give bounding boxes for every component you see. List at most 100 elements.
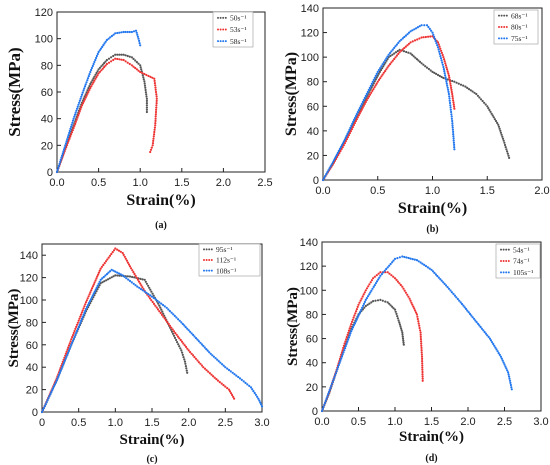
- data-point: [487, 107, 490, 110]
- data-point: [447, 88, 450, 91]
- data-point: [419, 333, 422, 336]
- x-tick-label: 0.0: [314, 416, 329, 428]
- data-point: [462, 304, 465, 307]
- legend-swatch: [498, 14, 500, 17]
- x-tick-label: 0: [39, 417, 45, 429]
- data-point: [145, 110, 148, 114]
- data-point: [389, 304, 392, 307]
- data-point: [507, 154, 510, 157]
- data-point: [393, 277, 397, 280]
- data-point: [337, 363, 340, 366]
- data-point: [158, 301, 161, 304]
- data-point: [420, 351, 423, 354]
- data-point: [371, 287, 374, 290]
- data-point: [491, 341, 494, 344]
- panel-caption: (c): [146, 454, 157, 465]
- data-point: [109, 36, 112, 39]
- data-point: [138, 286, 141, 289]
- data-point: [497, 352, 500, 355]
- data-point: [388, 302, 391, 305]
- data-point: [80, 106, 83, 109]
- data-point: [346, 333, 349, 336]
- data-point: [128, 279, 132, 283]
- data-point: [153, 79, 156, 82]
- data-point: [159, 311, 162, 315]
- legend-swatch: [498, 37, 500, 40]
- data-point: [411, 53, 414, 57]
- legend-swatch: [224, 40, 227, 43]
- data-point: [132, 271, 135, 274]
- data-point: [444, 76, 447, 79]
- data-point: [96, 74, 99, 77]
- legend-label: 80s⁻¹: [511, 23, 528, 32]
- data-point: [70, 343, 73, 346]
- data-point: [116, 31, 119, 35]
- legend-swatch: [500, 26, 503, 28]
- data-point: [384, 300, 387, 303]
- data-point: [152, 302, 156, 305]
- data-point: [88, 293, 91, 296]
- data-point: [82, 307, 85, 310]
- data-point: [349, 332, 352, 335]
- data-point: [84, 301, 88, 304]
- data-point: [174, 332, 177, 335]
- data-point: [186, 327, 189, 330]
- data-point: [154, 110, 158, 114]
- data-point: [508, 375, 511, 378]
- data-point: [368, 293, 371, 296]
- data-point: [230, 392, 233, 395]
- data-point: [411, 303, 414, 306]
- data-point: [67, 134, 70, 137]
- data-point: [155, 108, 158, 111]
- data-point: [372, 88, 375, 91]
- data-point: [492, 342, 495, 346]
- data-point: [352, 120, 355, 123]
- data-point: [114, 32, 117, 35]
- data-point: [384, 70, 387, 73]
- data-point: [397, 41, 400, 45]
- legend-swatch: [507, 260, 510, 262]
- data-point: [56, 168, 59, 171]
- data-point: [75, 323, 79, 326]
- data-point: [238, 377, 242, 380]
- data-point: [488, 337, 491, 340]
- data-point: [324, 399, 327, 402]
- data-point: [149, 294, 152, 297]
- data-point: [140, 284, 143, 287]
- data-point: [145, 102, 148, 105]
- data-point: [92, 62, 95, 66]
- data-point: [58, 371, 62, 374]
- data-point: [339, 359, 342, 362]
- data-point: [418, 37, 421, 40]
- data-point: [445, 80, 448, 83]
- data-point: [185, 369, 188, 372]
- data-point: [76, 327, 79, 330]
- data-point: [448, 95, 451, 98]
- legend-swatch: [507, 271, 510, 274]
- data-point: [443, 58, 446, 61]
- legend-swatch: [503, 14, 506, 17]
- data-point: [401, 285, 404, 288]
- data-point: [84, 303, 87, 306]
- data-point: [344, 344, 347, 348]
- data-point: [328, 388, 331, 392]
- data-point: [389, 63, 392, 66]
- data-point: [444, 62, 447, 65]
- data-point: [455, 296, 458, 299]
- data-point: [345, 134, 348, 137]
- data-point: [410, 301, 413, 304]
- data-point: [130, 56, 133, 59]
- data-point: [442, 76, 445, 80]
- legend-swatch: [219, 40, 222, 43]
- data-point: [378, 276, 381, 279]
- data-point: [327, 393, 330, 396]
- series-1: [55, 53, 148, 174]
- data-point: [99, 47, 103, 50]
- x-tick-label: 2.0: [460, 416, 475, 428]
- data-point: [372, 285, 375, 288]
- data-point: [347, 338, 350, 341]
- legend: 68s⁻¹ 80s⁻¹ 75s⁻¹: [493, 9, 539, 45]
- data-point: [379, 271, 382, 274]
- data-point: [154, 122, 157, 125]
- data-point: [202, 366, 205, 369]
